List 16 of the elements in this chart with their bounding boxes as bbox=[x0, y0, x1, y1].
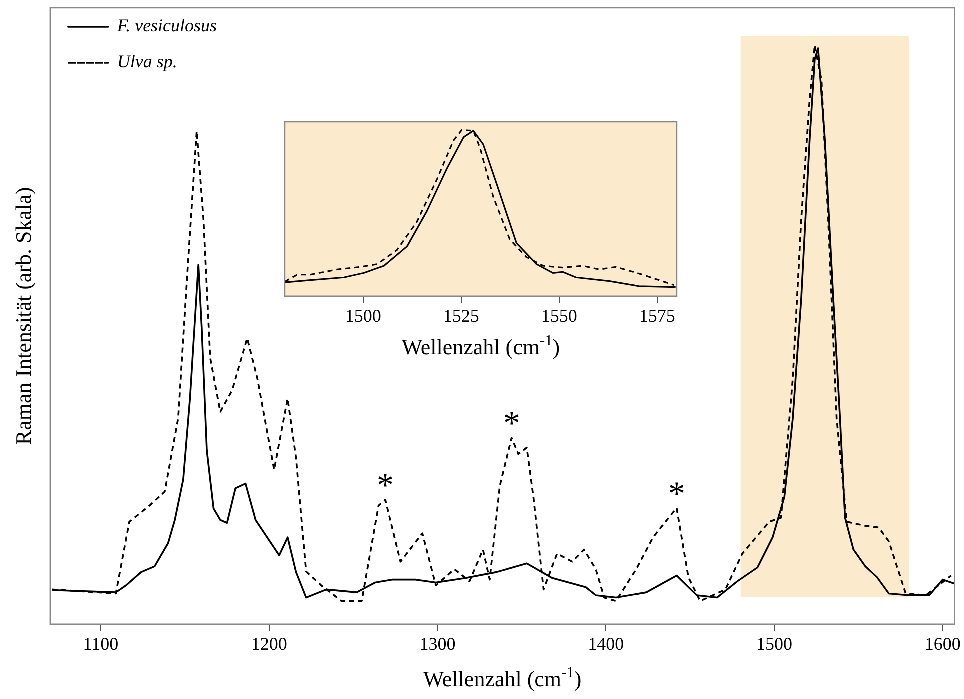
x-tick-label: 1600 bbox=[924, 634, 961, 654]
x-tick-label: 1500 bbox=[345, 306, 382, 326]
x-tick-label: 1575 bbox=[639, 306, 676, 326]
annotation: * bbox=[668, 476, 686, 513]
annotation: * bbox=[377, 468, 394, 505]
legend-label: Ulva sp. bbox=[117, 52, 178, 72]
y-axis-title: Raman Intensität (arb. Skala) bbox=[10, 187, 36, 446]
x-tick-label: 1400 bbox=[588, 634, 624, 654]
annotation: * bbox=[503, 406, 520, 443]
x-tick-label: 1525 bbox=[443, 306, 480, 326]
x-tick-label: 1100 bbox=[83, 634, 119, 654]
x-tick-label: 1550 bbox=[541, 306, 578, 326]
x-tick-label: 1300 bbox=[420, 634, 456, 654]
legend-label: F. vesiculosus bbox=[116, 16, 218, 36]
x-tick-label: 1200 bbox=[251, 634, 288, 654]
x-tick-label: 1500 bbox=[756, 634, 793, 654]
